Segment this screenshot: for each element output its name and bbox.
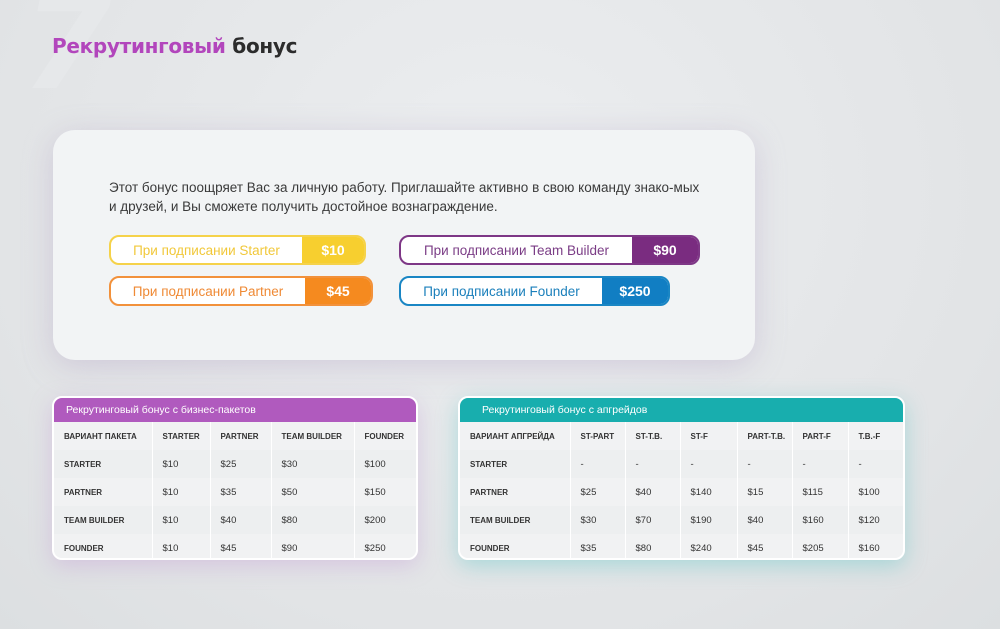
table-row: FOUNDER $35 $80 $240 $45 $205 $160 bbox=[460, 534, 903, 558]
table-cell: $35 bbox=[210, 478, 272, 506]
bonus-team-builder-value: $90 bbox=[632, 237, 698, 263]
row-header: FOUNDER bbox=[460, 534, 571, 558]
upgrades-table-title: Рекрутинговый бонус с апгрейдов bbox=[460, 398, 903, 422]
table-cell: $45 bbox=[210, 534, 272, 558]
row-header: FOUNDER bbox=[54, 534, 153, 558]
table-cell: $40 bbox=[737, 506, 793, 534]
table-cell: $200 bbox=[354, 506, 416, 534]
table-row: STARTER - - - - - - bbox=[460, 450, 903, 478]
intro-text: Этот бонус поощряет Вас за личную работу… bbox=[109, 180, 700, 214]
bonus-partner: При подписании Partner $45 bbox=[109, 276, 373, 306]
column-header: FOUNDER bbox=[354, 422, 416, 450]
bonus-starter-value: $10 bbox=[302, 237, 364, 263]
row-header: TEAM BUILDER bbox=[54, 506, 153, 534]
table-cell: - bbox=[737, 450, 793, 478]
table-cell: $10 bbox=[152, 534, 211, 558]
table-header-row: ВАРИАНТ АПГРЕЙДА ST-PART ST-T.B. ST-F PART-T… bbox=[460, 422, 903, 450]
table-cell: $40 bbox=[210, 506, 272, 534]
bonus-founder-value: $250 bbox=[602, 278, 668, 304]
row-header: PARTNER bbox=[460, 478, 571, 506]
packages-table-title: Рекрутинговый бонус с бизнес-пакетов bbox=[54, 398, 416, 422]
table-row: PARTNER $10 $35 $50 $150 bbox=[54, 478, 416, 506]
table-cell: $160 bbox=[848, 534, 903, 558]
table-cell: $30 bbox=[271, 450, 355, 478]
column-header: T.B.-F bbox=[848, 422, 903, 450]
title-accent: Рекрутинговый bbox=[52, 34, 226, 58]
column-header: PART-T.B. bbox=[737, 422, 793, 450]
table-cell: - bbox=[680, 450, 738, 478]
table-cell: $150 bbox=[354, 478, 416, 506]
table-cell: $240 bbox=[680, 534, 738, 558]
page-number: 7 bbox=[22, 0, 113, 119]
table-row: FOUNDER $10 $45 $90 $250 bbox=[54, 534, 416, 558]
table-cell: - bbox=[848, 450, 903, 478]
page-title: Рекрутинговый бонус bbox=[52, 34, 298, 58]
table-cell: - bbox=[570, 450, 626, 478]
table-cell: $70 bbox=[625, 506, 681, 534]
bonus-team-builder-label: При подписании Team Builder bbox=[423, 242, 610, 258]
row-header: STARTER bbox=[460, 450, 571, 478]
table-cell: $15 bbox=[737, 478, 793, 506]
column-header: ST-PART bbox=[570, 422, 626, 450]
table-cell: $100 bbox=[354, 450, 416, 478]
table-cell: $30 bbox=[570, 506, 626, 534]
table-row: TEAM BUILDER $30 $70 $190 $40 $160 $120 bbox=[460, 506, 903, 534]
table-cell: $190 bbox=[680, 506, 738, 534]
bonus-starter-label: При подписании Starter bbox=[133, 242, 280, 258]
column-header: PART-F bbox=[792, 422, 849, 450]
table-cell: $10 bbox=[152, 506, 211, 534]
row-header: TEAM BUILDER bbox=[460, 506, 571, 534]
packages-table-card: Рекрутинговый бонус с бизнес-пакетов ВАР… bbox=[52, 396, 418, 560]
table-cell: $45 bbox=[737, 534, 793, 558]
bonus-team-builder: При подписании Team Builder $90 bbox=[399, 235, 700, 265]
table-cell: $205 bbox=[792, 534, 849, 558]
column-header: TEAM BUILDER bbox=[271, 422, 355, 450]
table-cell: $250 bbox=[354, 534, 416, 558]
table-cell: $90 bbox=[271, 534, 355, 558]
table-cell: $10 bbox=[152, 478, 211, 506]
column-header: ВАРИАНТ АПГРЕЙДА bbox=[460, 422, 571, 450]
table-cell: $160 bbox=[792, 506, 849, 534]
table-cell: $50 bbox=[271, 478, 355, 506]
upgrades-table: ВАРИАНТ АПГРЕЙДА ST-PART ST-T.B. ST-F PART-T… bbox=[460, 422, 903, 558]
bonus-starter: При подписании Starter $10 bbox=[109, 235, 366, 265]
table-header-row: ВАРИАНТ ПАКЕТА STARTER PARTNER TEAM BUILDER… bbox=[54, 422, 416, 450]
upgrades-table-card: Рекрутинговый бонус с апгрейдов ВАРИАНТ … bbox=[458, 396, 905, 560]
bonus-partner-label: При подписании Partner bbox=[132, 283, 284, 299]
table-cell: $40 bbox=[625, 478, 681, 506]
table-cell: $80 bbox=[625, 534, 681, 558]
table-cell: $120 bbox=[848, 506, 903, 534]
table-cell: - bbox=[625, 450, 681, 478]
table-cell: $25 bbox=[570, 478, 626, 506]
column-header: ST-F bbox=[680, 422, 738, 450]
table-row: STARTER $10 $25 $30 $100 bbox=[54, 450, 416, 478]
table-cell: $80 bbox=[271, 506, 355, 534]
table-row: TEAM BUILDER $10 $40 $80 $200 bbox=[54, 506, 416, 534]
row-header: PARTNER bbox=[54, 478, 153, 506]
table-cell: $35 bbox=[570, 534, 626, 558]
column-header: ST-T.B. bbox=[625, 422, 681, 450]
bonus-card: Этот бонус поощряет Вас за личную работу… bbox=[53, 130, 755, 360]
table-cell: $10 bbox=[152, 450, 211, 478]
table-cell: $140 bbox=[680, 478, 738, 506]
packages-table: ВАРИАНТ ПАКЕТА STARTER PARTNER TEAM BUILDER… bbox=[54, 422, 416, 558]
table-cell: $115 bbox=[792, 478, 849, 506]
column-header: ВАРИАНТ ПАКЕТА bbox=[54, 422, 153, 450]
table-cell: $25 bbox=[210, 450, 272, 478]
title-rest: бонус bbox=[232, 34, 298, 58]
column-header: STARTER bbox=[152, 422, 211, 450]
table-cell: $100 bbox=[848, 478, 903, 506]
bonus-partner-value: $45 bbox=[305, 278, 371, 304]
table-row: PARTNER $25 $40 $140 $15 $115 $100 bbox=[460, 478, 903, 506]
row-header: STARTER bbox=[54, 450, 153, 478]
bonus-founder-label: При подписании Founder bbox=[423, 283, 580, 299]
bonus-founder: При подписании Founder $250 bbox=[399, 276, 670, 306]
table-cell: - bbox=[792, 450, 849, 478]
column-header: PARTNER bbox=[210, 422, 272, 450]
